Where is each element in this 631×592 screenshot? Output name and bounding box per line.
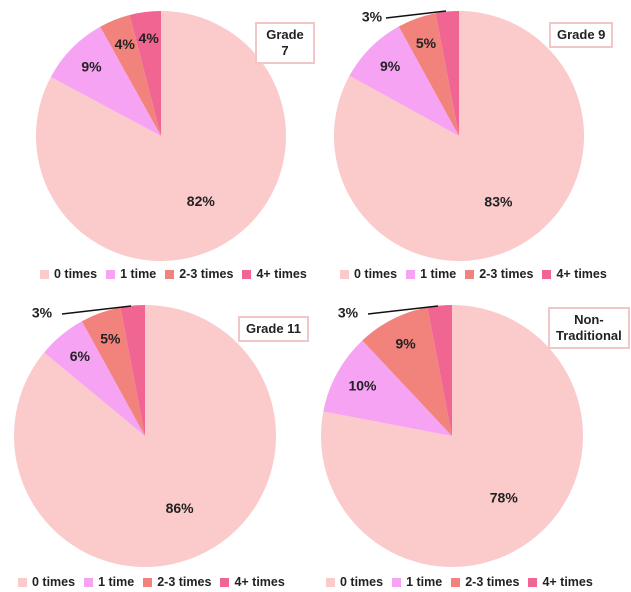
- slice-value-label: 82%: [187, 193, 216, 209]
- legend-label: 4+ times: [542, 575, 593, 589]
- legend-item: 0 times: [18, 575, 75, 589]
- legend-swatch: [106, 269, 116, 279]
- legend: 0 times 1 time 2-3 times 4+ times: [40, 267, 307, 281]
- leader-line: [367, 305, 439, 315]
- pie-chart: 86% 6% 5% 3%: [14, 305, 277, 567]
- pie-slice: [362, 307, 452, 436]
- legend-item: 2-3 times: [465, 267, 533, 281]
- legend-label: 4+ times: [556, 267, 607, 281]
- leader-line: [385, 10, 447, 19]
- legend-swatch: [340, 269, 349, 279]
- legend-label: 1 time: [406, 575, 443, 589]
- pie-slice: [427, 305, 452, 436]
- slice-value-label: 9%: [380, 58, 401, 74]
- legend-swatch: [18, 577, 27, 587]
- slice-value-label: 4%: [115, 36, 136, 52]
- slice-value-label: 78%: [490, 489, 519, 505]
- legend-item: 2-3 times: [143, 575, 211, 589]
- legend-item: 1 time: [106, 267, 156, 281]
- legend-item: 1 time: [392, 575, 442, 589]
- legend-swatch: [220, 577, 230, 587]
- legend-item: 0 times: [40, 267, 97, 281]
- legend-label: 0 times: [32, 575, 76, 589]
- legend-swatch: [242, 269, 252, 279]
- legend: 0 times 1 time 2-3 times 4+ times: [326, 575, 593, 589]
- legend-swatch: [406, 269, 416, 279]
- legend-swatch: [392, 577, 402, 587]
- legend-item: 4+ times: [242, 267, 307, 281]
- pie-slice: [349, 26, 459, 137]
- legend-item: 2-3 times: [451, 575, 519, 589]
- pie-panel-grade-11: 86% 6% 5% 3% Grade 11 0 times 1 time 2-3 ti…: [0, 0, 315, 592]
- pie-panel-grade-9: 83% 9% 5% 3% Grade 9 0 times 1 time 2-3 tim…: [334, 9, 614, 281]
- pie-slice: [44, 321, 145, 436]
- slice-value-label: 3%: [362, 9, 383, 25]
- legend-swatch: [40, 269, 49, 279]
- slice-value-label: 5%: [416, 35, 437, 51]
- pie-chart: 82% 9% 4% 4%: [36, 11, 287, 261]
- legend-label: 0 times: [354, 267, 398, 281]
- legend-swatch: [143, 577, 153, 587]
- legend-swatch: [465, 269, 475, 279]
- grade-label: Non- Traditional: [548, 307, 630, 349]
- pie-panel-grade-7: 82% 9% 4% 4% Grade 7 0 times 1 time 2-3 tim…: [0, 0, 315, 296]
- legend-label: 1 time: [420, 267, 457, 281]
- legend-label: 2-3 times: [179, 267, 234, 281]
- legend-label: 2-3 times: [479, 267, 534, 281]
- pie-slice: [100, 15, 161, 137]
- legend-label: 4+ times: [234, 575, 285, 589]
- legend: 0 times 1 time 2-3 times 4+ times: [18, 575, 285, 589]
- legend-item: 4+ times: [220, 575, 285, 589]
- slice-value-label: 4%: [139, 30, 160, 46]
- legend-label: 2-3 times: [465, 575, 520, 589]
- pie-slice: [398, 13, 459, 136]
- pie-slice: [323, 340, 452, 436]
- grade-label: Grade 11: [238, 316, 309, 342]
- pie-slice: [50, 26, 161, 136]
- legend-item: 4+ times: [542, 267, 607, 281]
- legend-label: 1 time: [120, 267, 157, 281]
- legend-item: 0 times: [340, 267, 397, 281]
- pie-slice: [120, 305, 145, 436]
- pie-slice: [435, 11, 459, 136]
- legend-item: 2-3 times: [165, 267, 233, 281]
- legend-swatch: [326, 577, 335, 587]
- slice-value-label: 5%: [100, 331, 121, 347]
- slice-value-label: 83%: [484, 193, 513, 209]
- slice-value-label: 6%: [70, 348, 91, 364]
- pie-slice: [36, 11, 287, 261]
- pie-chart: 83% 9% 5% 3%: [334, 9, 584, 262]
- legend-item: 1 time: [406, 267, 456, 281]
- legend-item: 0 times: [326, 575, 383, 589]
- legend: 0 times 1 time 2-3 times 4+ times: [340, 267, 607, 281]
- legend-item: 4+ times: [528, 575, 593, 589]
- slice-value-label: 3%: [338, 305, 359, 321]
- pie-slice: [14, 305, 277, 567]
- grade-label: Grade 7: [255, 22, 315, 64]
- grade-label: Grade 9: [549, 22, 614, 48]
- slice-value-label: 9%: [395, 336, 416, 352]
- legend-label: 4+ times: [256, 267, 307, 281]
- pie-slice: [129, 11, 161, 136]
- legend-swatch: [84, 577, 94, 587]
- legend-label: 0 times: [54, 267, 98, 281]
- legend-swatch: [165, 269, 175, 279]
- slice-value-label: 10%: [348, 377, 377, 393]
- pie-slice: [81, 307, 145, 436]
- legend-swatch: [542, 269, 552, 279]
- legend-label: 0 times: [340, 575, 384, 589]
- pie-slice: [321, 305, 584, 567]
- legend-label: 1 time: [98, 575, 135, 589]
- slice-value-label: 86%: [166, 500, 195, 516]
- slice-value-label: 9%: [81, 58, 102, 74]
- pie-slice: [334, 11, 584, 262]
- legend-label: 2-3 times: [157, 575, 212, 589]
- legend-item: 1 time: [84, 575, 134, 589]
- slice-value-label: 3%: [32, 305, 53, 321]
- leader-line: [61, 305, 132, 315]
- legend-swatch: [451, 577, 461, 587]
- legend-swatch: [528, 577, 538, 587]
